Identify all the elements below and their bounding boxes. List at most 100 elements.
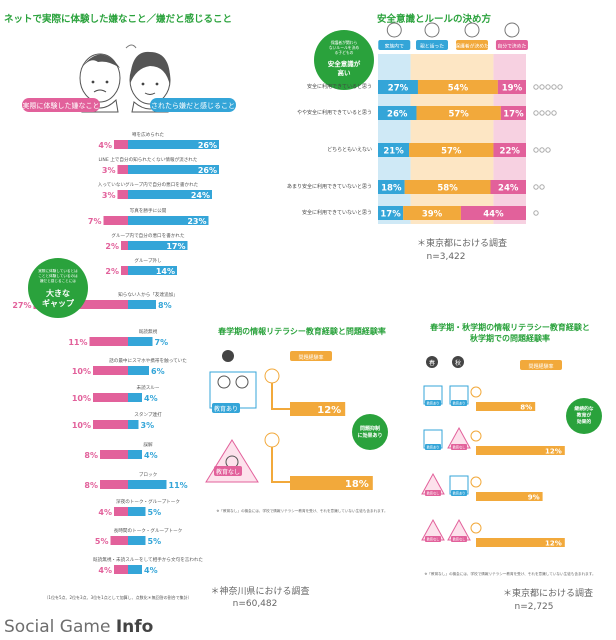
spring-edu-tag-label: 教育あり	[427, 401, 440, 406]
girls-illustration	[79, 44, 171, 113]
column-header-label: 家族内で	[385, 43, 404, 50]
rating-dot	[551, 110, 557, 116]
student-icon-yes	[264, 368, 280, 384]
value-label-experienced: 27%	[12, 301, 31, 310]
edu-no-connector	[271, 447, 290, 483]
left-panel-title: ネットで実際に体験した嫌なこと／嫌だと感じること	[4, 13, 232, 25]
bar-feel	[128, 536, 146, 545]
column-bg-parents	[410, 54, 494, 224]
category-label: LINE 上で自分の知られたくない情報が流された	[99, 156, 198, 163]
autumn-label: 秋	[455, 359, 461, 367]
student-icon	[470, 476, 482, 488]
category-label: 長時間のトーク・グループトーク	[114, 527, 183, 534]
stacked-segment	[378, 106, 417, 120]
bar-feel	[128, 420, 139, 429]
rating-dot	[557, 84, 563, 90]
bar-experienced	[114, 507, 128, 516]
category-label: 噂を広められた	[132, 131, 165, 138]
rating-dot	[539, 84, 545, 90]
family-figure-icon	[386, 22, 402, 38]
left-panel: ネットで実際に体験した嫌なこと／嫌だと感じること 実際に体験した嫌なこと された…	[4, 13, 310, 609]
stacked-segment	[497, 80, 526, 94]
legend-experienced-pill	[22, 98, 100, 112]
bar-experienced	[117, 165, 128, 174]
segment-value-label: 57%	[448, 110, 469, 120]
bar-experienced	[121, 266, 128, 275]
value-label-experienced: 8%	[84, 481, 98, 490]
edu-yes-label: 教育あり	[214, 405, 238, 413]
rule-category-label: あまり安全に利用できていないと思う	[287, 183, 372, 190]
spring-edu-tag-label: 教育あり	[427, 445, 440, 450]
segment-value-label: 39%	[422, 210, 443, 220]
student-icon	[470, 430, 482, 442]
value-label-feel: 14%	[156, 267, 175, 276]
value-label-experienced: 4%	[98, 566, 112, 575]
left-footnote: （1位を5点、2位を3点、3位を1点として加算し、点数化＊無回答の割合で集計）	[44, 594, 191, 600]
stacked-segment	[460, 206, 526, 220]
bar-experienced	[89, 337, 128, 346]
autumn-problem-value: 8%	[520, 404, 532, 412]
value-label-experienced: 3%	[102, 166, 116, 175]
effect-bubble: 問題抑制に効果あり	[352, 414, 388, 450]
autumn-edu-tag-label: 教育なし	[453, 537, 466, 542]
bar-experienced	[103, 216, 128, 225]
category-label: グループ外し	[134, 257, 162, 264]
segment-value-label: 17%	[380, 210, 401, 220]
autumn-edu-tag-label: 教育なし	[453, 445, 466, 450]
stacked-segment	[409, 143, 494, 157]
autumn-badge	[452, 356, 464, 368]
rating-dot	[533, 210, 539, 216]
middle-header-box	[290, 351, 332, 361]
category-label: 知らない人から「友達追加」	[118, 291, 178, 298]
family-figure-icon	[424, 22, 440, 38]
legend-feel-label: されたら嫌だと感じること	[151, 101, 235, 110]
right-bottom-panel: 春学期・秋学期の情報リテラシー教育経験と秋学期での問題経験率 春 秋 問題経験率…	[421, 322, 602, 612]
bar-feel	[128, 266, 177, 275]
autumn-edu-tag-label: 教育あり	[453, 491, 466, 496]
rating-dot	[539, 110, 545, 116]
bar-feel	[128, 241, 188, 250]
rating-dot	[533, 184, 539, 190]
rating-dot	[533, 147, 539, 153]
category-label: 未読スルー	[137, 384, 160, 391]
spring-edu-tag	[425, 444, 441, 450]
autumn-problem-value: 12%	[545, 448, 562, 456]
value-label-feel: 26%	[198, 166, 217, 175]
bar-experienced	[93, 420, 128, 429]
right-top-source: ＊東京都における調査	[417, 237, 507, 249]
bar-experienced	[100, 450, 128, 459]
value-label-experienced: 5%	[95, 537, 109, 546]
autumn-edu-tag	[451, 536, 467, 542]
student-icon	[470, 386, 482, 398]
value-label-feel: 24%	[191, 191, 210, 200]
bar-experienced	[117, 190, 128, 199]
category-label: スタンプ連打	[134, 411, 162, 418]
right-bottom-header: 問題経験率	[528, 363, 553, 370]
legend-feel-pill	[150, 98, 236, 112]
edu-no-label: 教育なし	[216, 468, 240, 476]
left-source: ＊神奈川県における調査	[210, 585, 309, 597]
rule-category-label: 安全に利用できていると思う	[307, 83, 372, 90]
category-label: 既読無視・未読スルーをして相手から文句を言われた	[93, 556, 203, 563]
problem-rate-value: 12%	[317, 405, 341, 416]
value-label-feel: 17%	[166, 242, 185, 251]
value-label-feel: 7%	[155, 338, 169, 347]
value-label-feel: 6%	[151, 367, 165, 376]
right-bottom-footnote: ※「教育なし」の機会には、学校で情報リテラシー教育を受け、それを意識していない生…	[424, 571, 595, 576]
bar-feel	[128, 450, 142, 459]
segment-value-label: 19%	[502, 84, 523, 94]
bar-experienced	[110, 536, 128, 545]
value-label-experienced: 10%	[72, 394, 91, 403]
rule-category-label: 安全に利用できていないと思う	[302, 209, 372, 216]
continuous-bubble-text: 継続的な教育が効果的	[574, 405, 593, 425]
family-figure-icon	[504, 22, 520, 38]
stacked-segment	[417, 80, 498, 94]
rating-dot	[533, 110, 539, 116]
rating-dot	[539, 147, 545, 153]
bar-feel	[128, 565, 142, 574]
right-bottom-source: ＊東京都における調査	[503, 587, 593, 599]
bar-feel	[128, 190, 212, 199]
value-label-experienced: 7%	[88, 217, 102, 226]
bar-feel	[128, 216, 209, 225]
